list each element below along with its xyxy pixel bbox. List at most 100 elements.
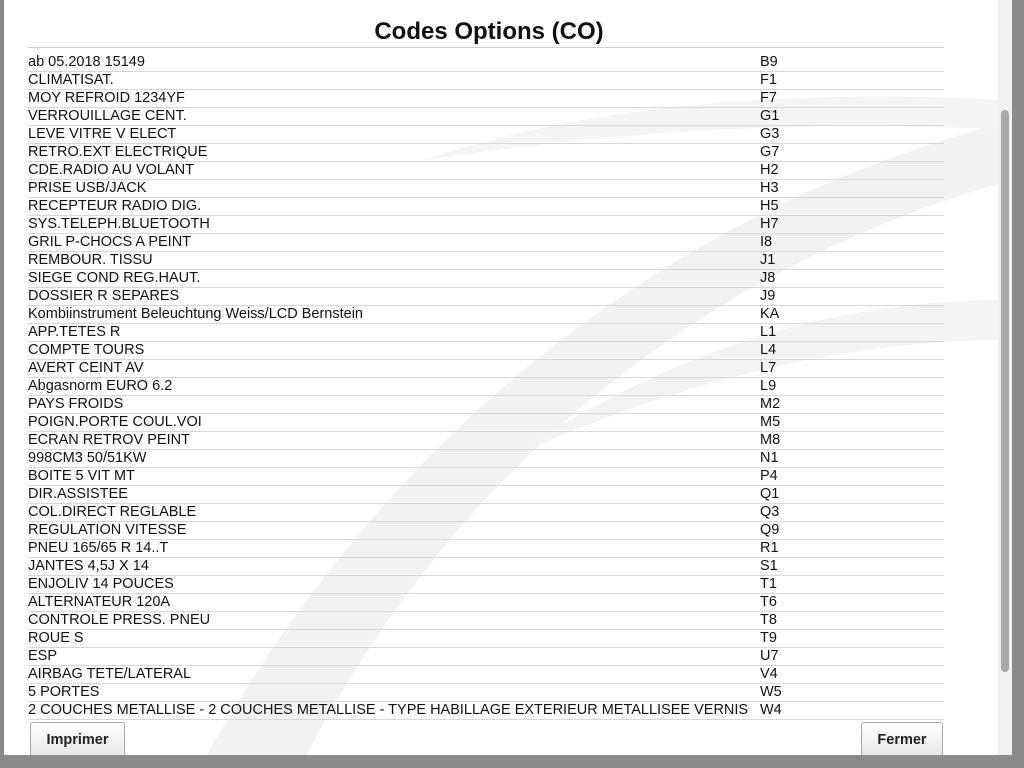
option-label: AVERT CEINT AV — [28, 360, 144, 376]
option-row: RECEPTEUR RADIO DIG. H5 — [28, 197, 944, 216]
option-label: ALTERNATEUR 120A — [28, 594, 171, 610]
option-code: KA — [760, 306, 780, 322]
option-code: L1 — [760, 324, 777, 340]
option-row: CONTROLE PRESS. PNEU T8 — [28, 611, 944, 630]
option-row: 2 COUCHES METALLISE - 2 COUCHES METALLIS… — [28, 701, 944, 720]
dialog: Codes Options (CO) ab 05.2018 15149 B9 CLI… — [4, 0, 1012, 755]
option-label: POIGN.PORTE COUL.VOI — [28, 414, 202, 430]
option-code: H3 — [760, 180, 779, 196]
option-row: CDE.RADIO AU VOLANT H2 — [28, 161, 944, 180]
option-code: W4 — [760, 702, 782, 718]
option-code: M8 — [760, 432, 781, 448]
option-code: Q9 — [760, 522, 780, 538]
option-code: G3 — [760, 126, 780, 142]
scrollbar[interactable] — [998, 0, 1012, 755]
close-button[interactable]: Fermer — [861, 722, 943, 755]
background-art — [206, 96, 1012, 755]
option-code: J1 — [760, 252, 776, 268]
option-label: PAYS FROIDS — [28, 396, 124, 412]
option-row: PNEU 165/65 R 14..T R1 — [28, 539, 944, 558]
option-code: Q1 — [760, 486, 780, 502]
option-row: BOITE 5 VIT MT P4 — [28, 467, 944, 486]
option-row: PRISE USB/JACK H3 — [28, 179, 944, 198]
option-label: ab 05.2018 15149 — [28, 54, 145, 70]
option-label: Kombiinstrument Beleuchtung Weiss/LCD Be… — [28, 306, 364, 322]
option-label: PNEU 165/65 R 14..T — [28, 540, 169, 556]
option-row: Abgasnorm EURO 6.2 L9 — [28, 377, 944, 396]
option-label: JANTES 4,5J X 14 — [28, 558, 149, 574]
option-code: J9 — [760, 288, 776, 304]
option-code: F1 — [760, 72, 777, 88]
option-label: 2 COUCHES METALLISE - 2 COUCHES METALLIS… — [28, 702, 749, 718]
option-label: SYS.TELEPH.BLUETOOTH — [28, 216, 210, 232]
option-row: DIR.ASSISTEE Q1 — [28, 485, 944, 504]
option-row: LEVE VITRE V ELECT G3 — [28, 125, 944, 144]
option-code: U7 — [760, 648, 779, 664]
option-code: R1 — [760, 540, 779, 556]
option-label: CONTROLE PRESS. PNEU — [28, 612, 211, 628]
option-row: AVERT CEINT AV L7 — [28, 359, 944, 378]
option-row: POIGN.PORTE COUL.VOI M5 — [28, 413, 944, 432]
option-row: RETRO.EXT ELECTRIQUE G7 — [28, 143, 944, 162]
option-row: COMPTE TOURS L4 — [28, 341, 944, 360]
option-row: 5 PORTES W5 — [28, 683, 944, 702]
option-code: F7 — [760, 90, 777, 106]
option-row: VERROUILLAGE CENT. G1 — [28, 107, 944, 126]
option-label: AIRBAG TETE/LATERAL — [28, 666, 192, 682]
option-row: MOY REFROID 1234YF F7 — [28, 89, 944, 108]
option-label: COL.DIRECT REGLABLE — [28, 504, 197, 520]
option-code: B9 — [760, 54, 778, 70]
option-code: W5 — [760, 684, 782, 700]
option-code: T6 — [760, 594, 777, 610]
option-code: L4 — [760, 342, 777, 358]
option-row: COL.DIRECT REGLABLE Q3 — [28, 503, 944, 522]
option-label: RETRO.EXT ELECTRIQUE — [28, 144, 208, 160]
option-row: GRIL P-CHOCS A PEINT I8 — [28, 233, 944, 252]
option-row: ESP U7 — [28, 647, 944, 666]
option-label: CDE.RADIO AU VOLANT — [28, 162, 194, 178]
option-code: P4 — [760, 468, 778, 484]
option-label: REMBOUR. TISSU — [28, 252, 153, 268]
option-row: JANTES 4,5J X 14 S1 — [28, 557, 944, 576]
option-row: ENJOLIV 14 POUCES T1 — [28, 575, 944, 594]
scroll-thumb[interactable] — [1001, 110, 1009, 672]
option-row: ECRAN RETROV PEINT M8 — [28, 431, 944, 450]
option-code: T1 — [760, 576, 777, 592]
option-label: Abgasnorm EURO 6.2 — [28, 378, 173, 394]
option-row: ALTERNATEUR 120A T6 — [28, 593, 944, 612]
option-label: PRISE USB/JACK — [28, 180, 147, 196]
option-label: 998CM3 50/51KW — [28, 450, 147, 466]
option-label: ENJOLIV 14 POUCES — [28, 576, 174, 592]
print-button[interactable]: Imprimer — [30, 722, 125, 755]
option-label: COMPTE TOURS — [28, 342, 145, 358]
option-code: N1 — [760, 450, 779, 466]
option-code: H2 — [760, 162, 779, 178]
option-label: LEVE VITRE V ELECT — [28, 126, 177, 142]
option-code: H7 — [760, 216, 779, 232]
option-label: ROUE S — [28, 630, 84, 646]
option-code: J8 — [760, 270, 776, 286]
option-row: ROUE S T9 — [28, 629, 944, 648]
option-label: 5 PORTES — [28, 684, 100, 700]
option-label: MOY REFROID 1234YF — [28, 90, 185, 106]
option-code: T8 — [760, 612, 777, 628]
option-label: DIR.ASSISTEE — [28, 486, 128, 502]
option-label: BOITE 5 VIT MT — [28, 468, 135, 484]
option-code: M2 — [760, 396, 781, 412]
option-row: SIEGE COND REG.HAUT. J8 — [28, 269, 944, 288]
option-code: V4 — [760, 666, 778, 682]
option-label: VERROUILLAGE CENT. — [28, 108, 187, 124]
option-code: L9 — [760, 378, 777, 394]
option-label: CLIMATISAT. — [28, 72, 114, 88]
option-code: S1 — [760, 558, 778, 574]
separator — [28, 47, 944, 48]
option-code: G7 — [760, 144, 780, 160]
option-code: I8 — [760, 234, 773, 250]
option-row: DOSSIER R SEPARES J9 — [28, 287, 944, 306]
option-row: CLIMATISAT. F1 — [28, 71, 944, 90]
option-label: ECRAN RETROV PEINT — [28, 432, 190, 448]
option-row: REMBOUR. TISSU J1 — [28, 251, 944, 270]
option-label: DOSSIER R SEPARES — [28, 288, 180, 304]
title: Codes Options (CO) — [374, 18, 604, 45]
